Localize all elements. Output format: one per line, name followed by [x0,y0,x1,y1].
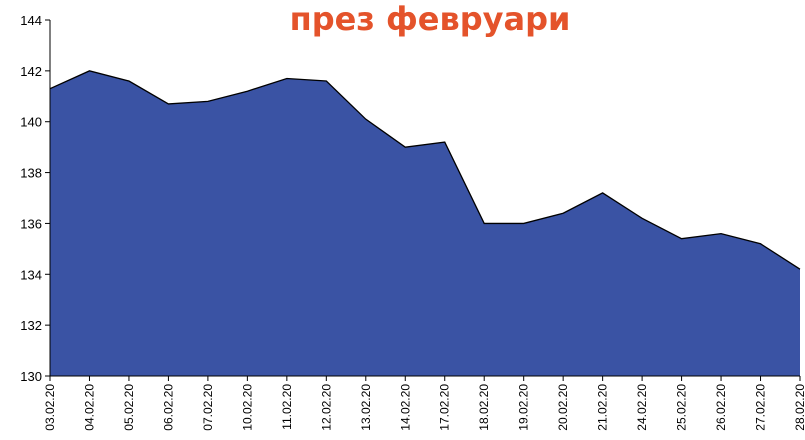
y-tick-label: 142 [20,64,42,79]
x-tick-label: 18.02.20 [477,384,491,431]
x-tick-label: 10.02.20 [240,384,254,431]
x-tick-label: 11.02.20 [280,384,294,430]
y-tick-label: 140 [20,115,42,130]
x-tick-label: 12.02.20 [319,384,333,431]
x-tick-label: 27.02.20 [754,384,768,431]
chart-title: през февруари [290,0,571,38]
x-tick-label: 21.02.20 [596,384,610,431]
x-tick-label: 19.02.20 [517,384,531,431]
x-tick-label: 28.02.20 [793,384,805,431]
y-tick-label: 138 [20,166,42,181]
x-tick-label: 06.02.20 [161,384,175,431]
y-tick-label: 132 [20,318,42,333]
x-tick-label: 13.02.20 [359,384,373,431]
x-tick-label: 20.02.20 [556,384,570,431]
x-tick-label: 03.02.20 [43,384,57,431]
y-tick-label: 134 [20,267,42,282]
x-tick-label: 24.02.20 [635,384,649,431]
x-tick-label: 25.02.20 [675,384,689,431]
x-tick-label: 26.02.20 [714,384,728,431]
x-tick-label: 07.02.20 [201,384,215,431]
area [50,70,800,376]
y-tick-label: 130 [20,369,42,384]
x-tick-label: 05.02.20 [122,384,136,431]
x-tick-label: 14.02.20 [398,384,412,431]
x-tick-label: 04.02.20 [82,384,96,431]
area-outline [49,70,801,270]
y-tick-label: 136 [20,216,42,231]
x-tick-label: 17.02.20 [438,384,452,431]
y-tick-label: 144 [20,13,42,28]
